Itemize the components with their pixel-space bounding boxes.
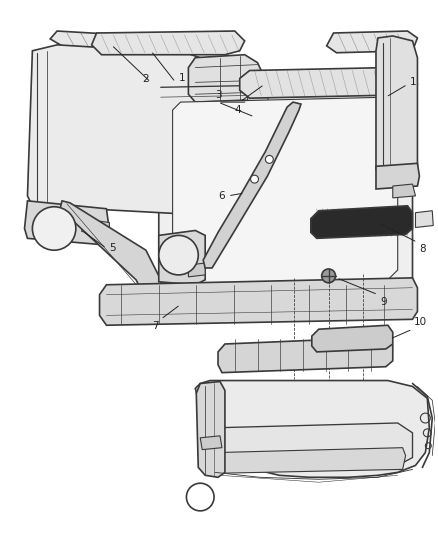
Polygon shape xyxy=(416,211,433,228)
Polygon shape xyxy=(210,448,406,473)
Polygon shape xyxy=(82,219,110,236)
Polygon shape xyxy=(376,36,417,181)
Polygon shape xyxy=(376,163,420,189)
Circle shape xyxy=(265,156,273,163)
Polygon shape xyxy=(159,70,413,310)
Polygon shape xyxy=(203,102,301,268)
Circle shape xyxy=(321,269,336,283)
Polygon shape xyxy=(311,206,413,238)
Circle shape xyxy=(251,175,258,183)
Polygon shape xyxy=(92,31,245,55)
Polygon shape xyxy=(60,201,166,314)
Polygon shape xyxy=(188,263,205,277)
Text: 7: 7 xyxy=(152,321,159,332)
Polygon shape xyxy=(195,130,218,143)
Polygon shape xyxy=(159,230,205,285)
Text: 1: 1 xyxy=(410,77,416,87)
Polygon shape xyxy=(28,45,220,216)
Polygon shape xyxy=(173,97,398,285)
Text: 4: 4 xyxy=(234,105,241,115)
Polygon shape xyxy=(188,55,265,102)
Text: 9: 9 xyxy=(380,296,387,306)
Polygon shape xyxy=(200,436,222,450)
Polygon shape xyxy=(312,325,393,352)
Text: 8: 8 xyxy=(420,244,426,254)
Polygon shape xyxy=(200,423,413,467)
Polygon shape xyxy=(247,90,269,122)
Text: 1: 1 xyxy=(179,74,185,84)
Polygon shape xyxy=(195,381,429,477)
Text: 5: 5 xyxy=(110,243,116,253)
Polygon shape xyxy=(327,31,417,53)
Text: 6: 6 xyxy=(218,191,225,201)
Polygon shape xyxy=(240,68,417,98)
Circle shape xyxy=(32,207,76,250)
Polygon shape xyxy=(25,201,110,245)
Text: 2: 2 xyxy=(142,75,149,84)
Polygon shape xyxy=(99,278,417,325)
Text: 10: 10 xyxy=(413,317,427,327)
Text: 3: 3 xyxy=(215,90,221,100)
Polygon shape xyxy=(393,184,416,198)
Polygon shape xyxy=(218,337,393,373)
Polygon shape xyxy=(196,382,225,477)
Circle shape xyxy=(159,236,198,275)
Polygon shape xyxy=(50,31,185,53)
